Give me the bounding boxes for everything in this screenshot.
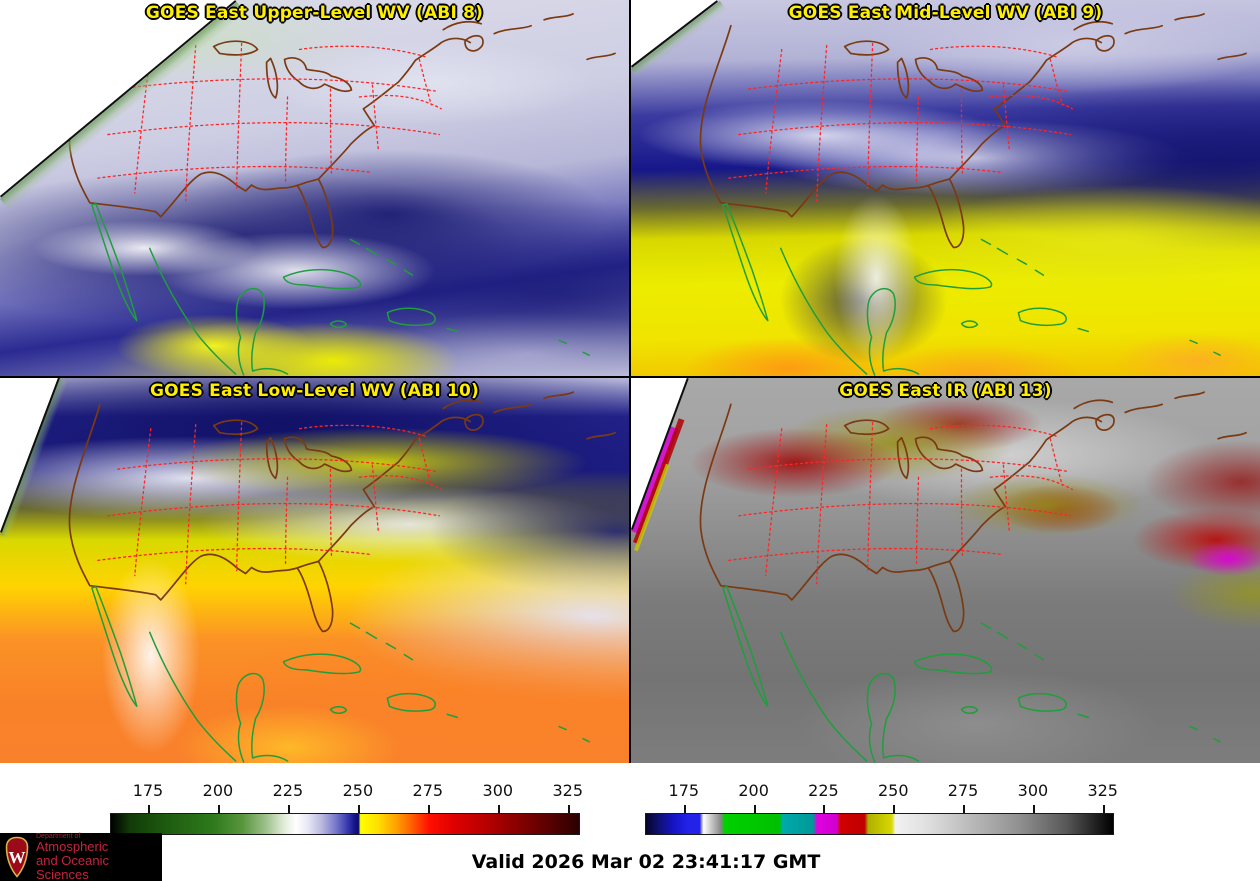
tick-label: 250 (877, 781, 909, 800)
uw-crest-icon: W (5, 836, 29, 878)
tick-mark (1032, 805, 1035, 813)
tick-label: 200 (202, 781, 234, 800)
tick-mark (963, 805, 966, 813)
tick-mark (427, 805, 430, 813)
valid-time-label: Valid 2026 Mar 02 23:41:17 GMT (471, 851, 821, 873)
tick-mark (1102, 805, 1105, 813)
tick-mark (497, 805, 500, 813)
footer-bar: 175 200 225 250 275 300 325 175 200 225 … (0, 763, 1260, 881)
tick-label: 200 (738, 781, 769, 800)
tick-label: 250 (342, 781, 374, 800)
tick-mark (823, 805, 826, 813)
tick-label: 275 (947, 781, 979, 800)
colorbar-infrared: 175 200 225 250 275 300 325 (645, 781, 1118, 835)
logo-text: Department of Atmospheric and Oceanic Sc… (36, 833, 162, 881)
svg-text:W: W (9, 848, 26, 867)
map-overlay (699, 391, 1247, 763)
colorbar-water-vapor: 175 200 225 250 275 300 325 (110, 781, 583, 835)
uw-aos-logo: W Department of Atmospheric and Oceanic … (0, 833, 162, 881)
tick-label: 300 (1017, 781, 1049, 800)
tick-label: 175 (132, 781, 164, 800)
panel-ir: GOES East IR (ABI 13) (631, 378, 1260, 763)
panel-title: GOES East IR (ABI 13) (839, 381, 1052, 401)
tick-label: 225 (808, 781, 839, 800)
map-overlay (699, 13, 1247, 376)
panel-title: GOES East Low-Level WV (ABI 10) (149, 381, 479, 401)
logo-line-atmospheric: Atmospheric (36, 839, 109, 855)
logo-line-oceanic: and Oceanic Sciences (36, 852, 109, 881)
tick-mark (893, 805, 896, 813)
panel-title: GOES East Mid-Level WV (ABI 9) (788, 3, 1103, 23)
tick-mark (217, 805, 220, 813)
tick-mark (287, 805, 290, 813)
tick-mark (753, 805, 756, 813)
panel-title: GOES East Upper-Level WV (ABI 8) (145, 3, 484, 23)
panel-low-level-wv: GOES East Low-Level WV (ABI 10) (0, 378, 629, 763)
tick-label: 300 (482, 781, 514, 800)
satellite-panels-grid: GOES East Upper-Level WV (ABI 8) GOES Ea… (0, 0, 1260, 763)
panel-upper-level-wv: GOES East Upper-Level WV (ABI 8) (0, 0, 629, 376)
tick-mark (147, 805, 150, 813)
tick-label: 275 (412, 781, 444, 800)
tick-label: 325 (552, 781, 584, 800)
tick-mark (357, 805, 360, 813)
tick-mark (567, 805, 570, 813)
map-overlay (68, 391, 616, 763)
tick-mark (683, 805, 686, 813)
logo-department-label: Department of (36, 832, 81, 840)
panel-mid-level-wv: GOES East Mid-Level WV (ABI 9) (631, 0, 1260, 376)
tick-label: 175 (668, 781, 700, 800)
tick-label: 225 (272, 781, 304, 800)
tick-label: 325 (1087, 781, 1118, 800)
